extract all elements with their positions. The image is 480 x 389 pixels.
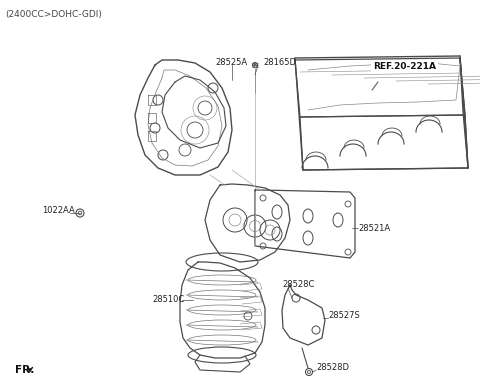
Text: REF.20-221A: REF.20-221A: [373, 62, 436, 71]
Text: 28521A: 28521A: [358, 224, 390, 233]
Text: FR.: FR.: [15, 365, 35, 375]
Polygon shape: [27, 367, 33, 372]
Text: 28527S: 28527S: [328, 310, 360, 319]
Text: 28165D: 28165D: [263, 58, 296, 67]
Text: 28528C: 28528C: [282, 280, 314, 289]
Text: 28510C: 28510C: [152, 296, 184, 305]
Text: 1022AA: 1022AA: [42, 205, 75, 214]
Text: 28525A: 28525A: [215, 58, 247, 67]
Text: 28528D: 28528D: [316, 363, 349, 373]
Text: (2400CC>DOHC-GDI): (2400CC>DOHC-GDI): [5, 10, 102, 19]
